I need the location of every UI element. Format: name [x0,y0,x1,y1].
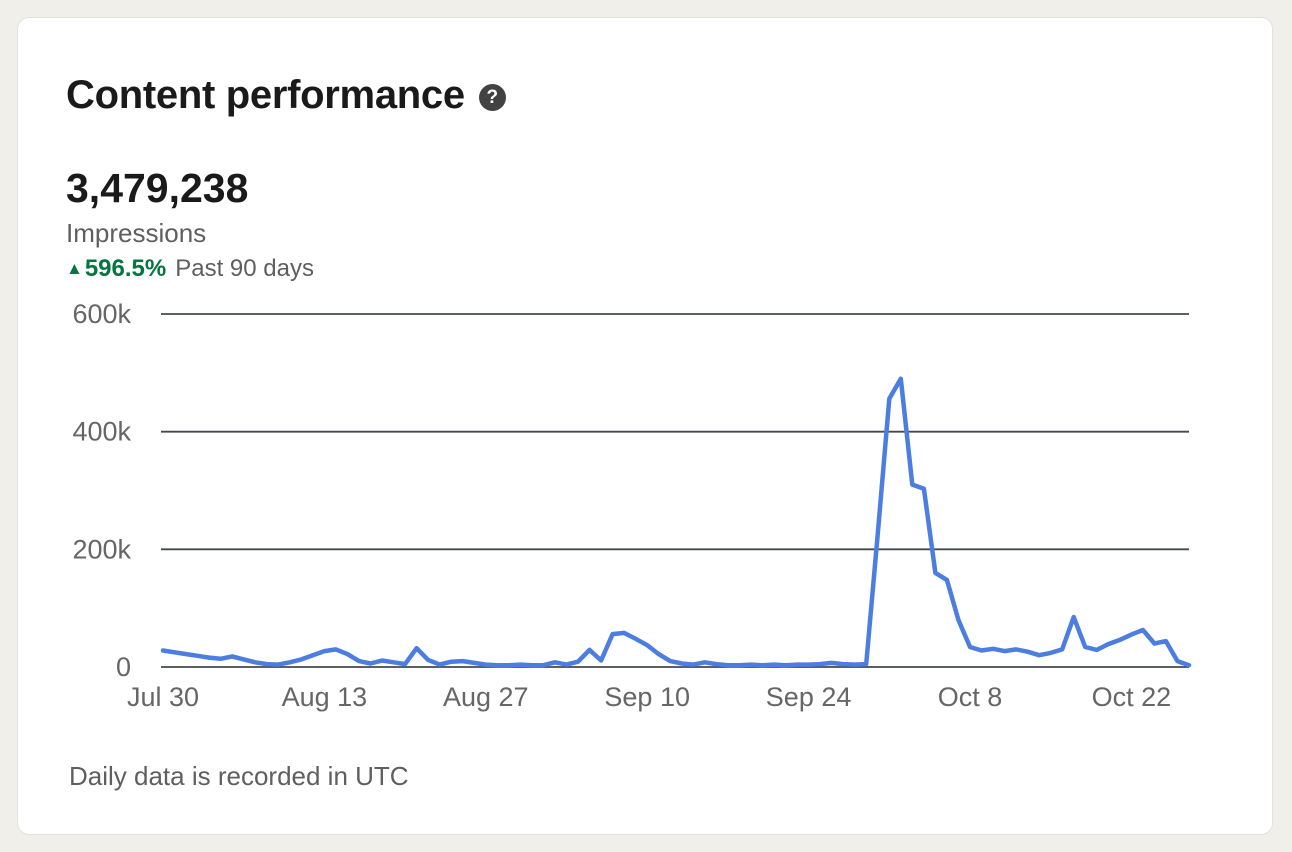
x-axis-tick: Oct 8 [938,682,1003,712]
x-axis-tick: Oct 22 [1092,682,1172,712]
y-axis-tick: 400k [72,417,131,447]
impressions-count: 3,479,238 [66,165,249,211]
x-axis-tick: Jul 30 [127,682,199,712]
impressions-line-chart[interactable]: 0 200k 400k 600k Jul 30 Aug 13 Aug 27 Sep 10 Sep… [66,301,1228,721]
x-axis-tick: Sep 10 [604,682,690,712]
x-axis-tick: Aug 27 [443,682,529,712]
x-axis-tick: Aug 13 [282,682,368,712]
trend-indicator: ▲596.5% Past 90 days [66,254,314,284]
content-performance-card: Content performance ? 3,479,238 Impressi… [17,17,1273,835]
y-axis-tick: 600k [72,301,131,329]
help-icon[interactable]: ? [478,83,506,111]
y-axis-tick: 200k [72,534,131,564]
x-axis-tick: Sep 24 [766,682,852,712]
trend-period: Past 90 days [175,255,314,282]
chart-footnote: Daily data is recorded in UTC [69,761,409,791]
impressions-label: Impressions [66,218,207,248]
trend-up-icon: ▲ [66,259,83,278]
trend-percentage: 596.5% [84,255,167,282]
card-title: Content performance [66,73,465,117]
question-mark-glyph: ? [486,86,499,108]
y-axis-tick: 0 [116,652,131,682]
card-header: Content performance ? [66,73,506,117]
impressions-series-line [160,376,1192,668]
